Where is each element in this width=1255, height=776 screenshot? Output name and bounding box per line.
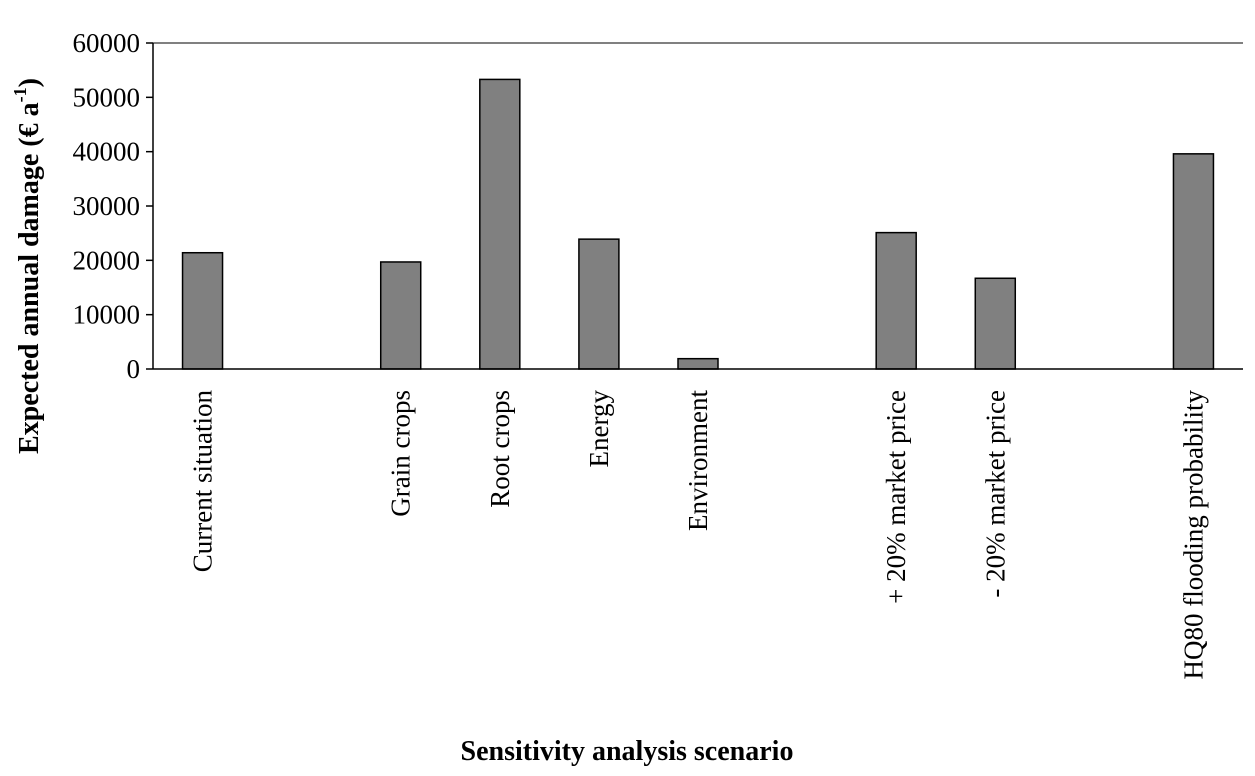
x-tick-label: Energy: [584, 390, 614, 468]
y-axis-label-main: Expected annual damage (€ a: [14, 102, 45, 454]
x-tick-label: Environment: [683, 390, 713, 531]
y-axis-label: Expected annual damage (€ a-1): [10, 78, 45, 454]
x-tick-labels: Current situation Grain crops Root crops En…: [188, 390, 1209, 680]
y-tick-label: 60000: [73, 28, 141, 58]
x-tick-label: HQ80 flooding probability: [1178, 390, 1208, 680]
y-tick-label: 40000: [73, 137, 141, 167]
x-tick-label: + 20% market price: [881, 390, 911, 604]
y-axis-ticks: 0 10000 20000 30000 40000 50000 60000: [73, 28, 153, 384]
bar: [974, 277, 1017, 370]
x-axis-label: Sensitivity analysis scenario: [461, 736, 794, 767]
y-axis-label-close: ): [14, 78, 45, 87]
bar: [677, 357, 719, 370]
y-tick-label: 30000: [73, 191, 141, 221]
bar: [379, 261, 422, 370]
y-axis-label-superscript: -1: [10, 87, 30, 102]
y-tick-label: 20000: [73, 245, 141, 275]
bar: [875, 231, 917, 370]
x-tick-label: Current situation: [188, 390, 218, 573]
y-tick-label: 50000: [73, 82, 141, 112]
x-tick-label: Grain crops: [386, 390, 416, 517]
bars: [181, 78, 1215, 370]
bar: [479, 78, 521, 370]
y-tick-label: 10000: [73, 300, 141, 330]
x-tick-label: Root crops: [485, 390, 515, 508]
y-tick-label: 0: [127, 354, 141, 384]
bar: [181, 251, 224, 370]
x-tick-label: - 20% market price: [980, 390, 1010, 598]
bar: [578, 238, 620, 370]
bar: [1172, 153, 1215, 370]
